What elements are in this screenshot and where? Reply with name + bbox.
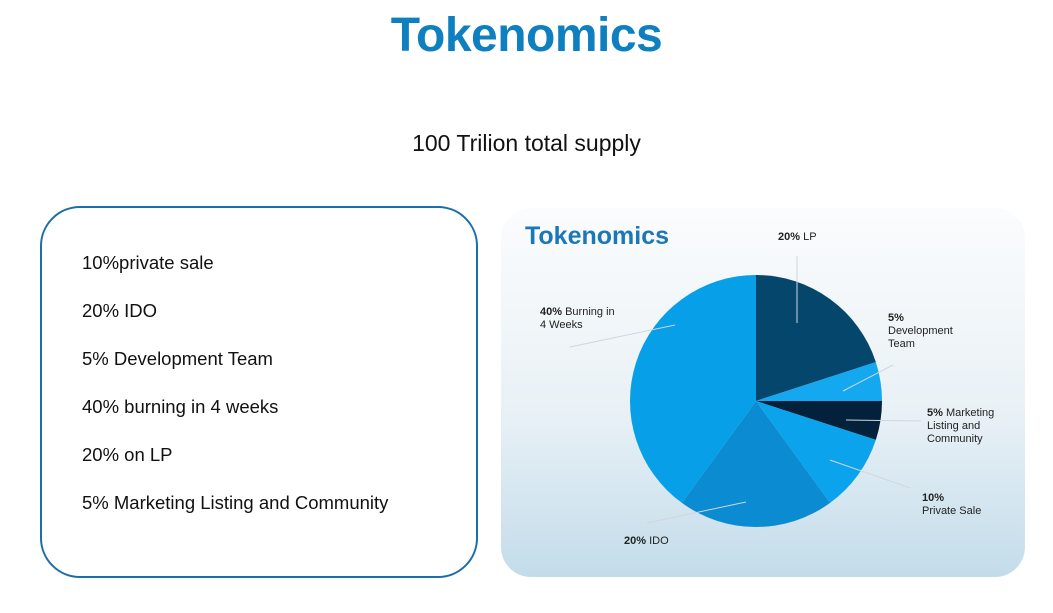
slice-label: 20% LP xyxy=(778,231,858,244)
list-item: 20% on LP xyxy=(82,444,173,465)
slice-label: 10% Private Sale xyxy=(922,492,1012,518)
slice-percent: 5% xyxy=(927,407,943,419)
pie-slice xyxy=(756,401,876,503)
pie-slice xyxy=(630,275,756,503)
slice-percent: 20% xyxy=(624,535,647,547)
slice-label: 5% Development Team xyxy=(888,312,968,351)
leader-line xyxy=(646,501,747,524)
slice-percent: 5% xyxy=(888,312,904,324)
pie-slice xyxy=(756,275,876,401)
list-item: 5% Development Team xyxy=(82,348,273,369)
leader-line xyxy=(569,324,676,348)
pie-slice xyxy=(756,362,882,401)
list-item: 5% Marketing Listing and Community xyxy=(82,492,389,513)
slice-label: 40% Burning in 4 Weeks xyxy=(540,306,620,332)
pie-slice xyxy=(681,401,831,527)
page-title: Tokenomics xyxy=(390,9,663,62)
slice-name: Development Team xyxy=(888,325,953,350)
list-item: 40% burning in 4 weeks xyxy=(82,396,279,417)
leader-line xyxy=(842,364,894,392)
slice-label: 20% IDO xyxy=(624,535,704,548)
supply-list: 10%private sale 20% IDO 5% Development T… xyxy=(40,206,478,578)
slice-name: Marketing Listing and Community xyxy=(927,407,995,445)
chart-title: Tokenomics xyxy=(525,222,670,250)
slice-percent: 10% xyxy=(922,492,945,504)
tokenomics-card: Tokenomics 20% LP 5% Development Team 5% M… xyxy=(501,208,1025,577)
slice-percent: 20% xyxy=(778,231,801,243)
pie-chart xyxy=(569,256,922,527)
leader-line xyxy=(829,459,911,489)
list-item: 10%private sale xyxy=(82,252,214,273)
list-item: 20% IDO xyxy=(82,300,158,321)
leader-line xyxy=(845,419,922,422)
slice-label: 5% Marketing Listing and Community xyxy=(927,407,1007,446)
slice-name: Burning in 4 Weeks xyxy=(540,306,615,331)
slice-name: LP xyxy=(803,231,817,243)
slice-percent: 40% xyxy=(540,306,563,318)
pie-slice xyxy=(756,401,882,440)
subtitle: 100 Trilion total supply xyxy=(412,130,641,156)
slice-name: IDO xyxy=(649,535,669,547)
slice-name: Private Sale xyxy=(922,505,982,517)
leader-lines xyxy=(569,256,922,524)
